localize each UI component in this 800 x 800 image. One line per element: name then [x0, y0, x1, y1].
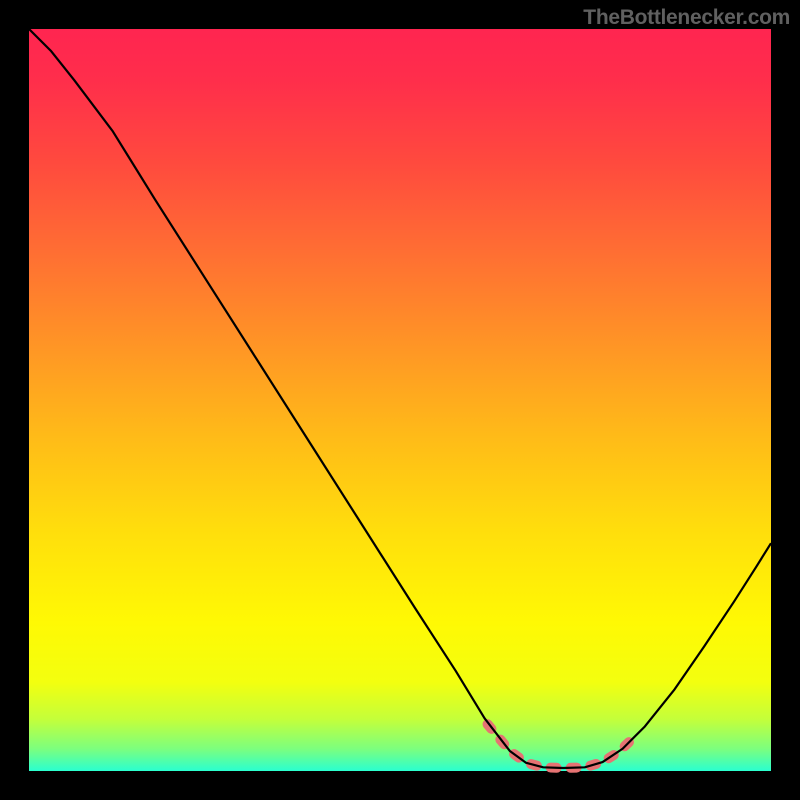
chart-svg: [0, 0, 800, 800]
bottleneck-chart: TheBottlenecker.com: [0, 0, 800, 800]
watermark-text: TheBottlenecker.com: [583, 6, 790, 30]
chart-plot-area: [29, 29, 771, 771]
